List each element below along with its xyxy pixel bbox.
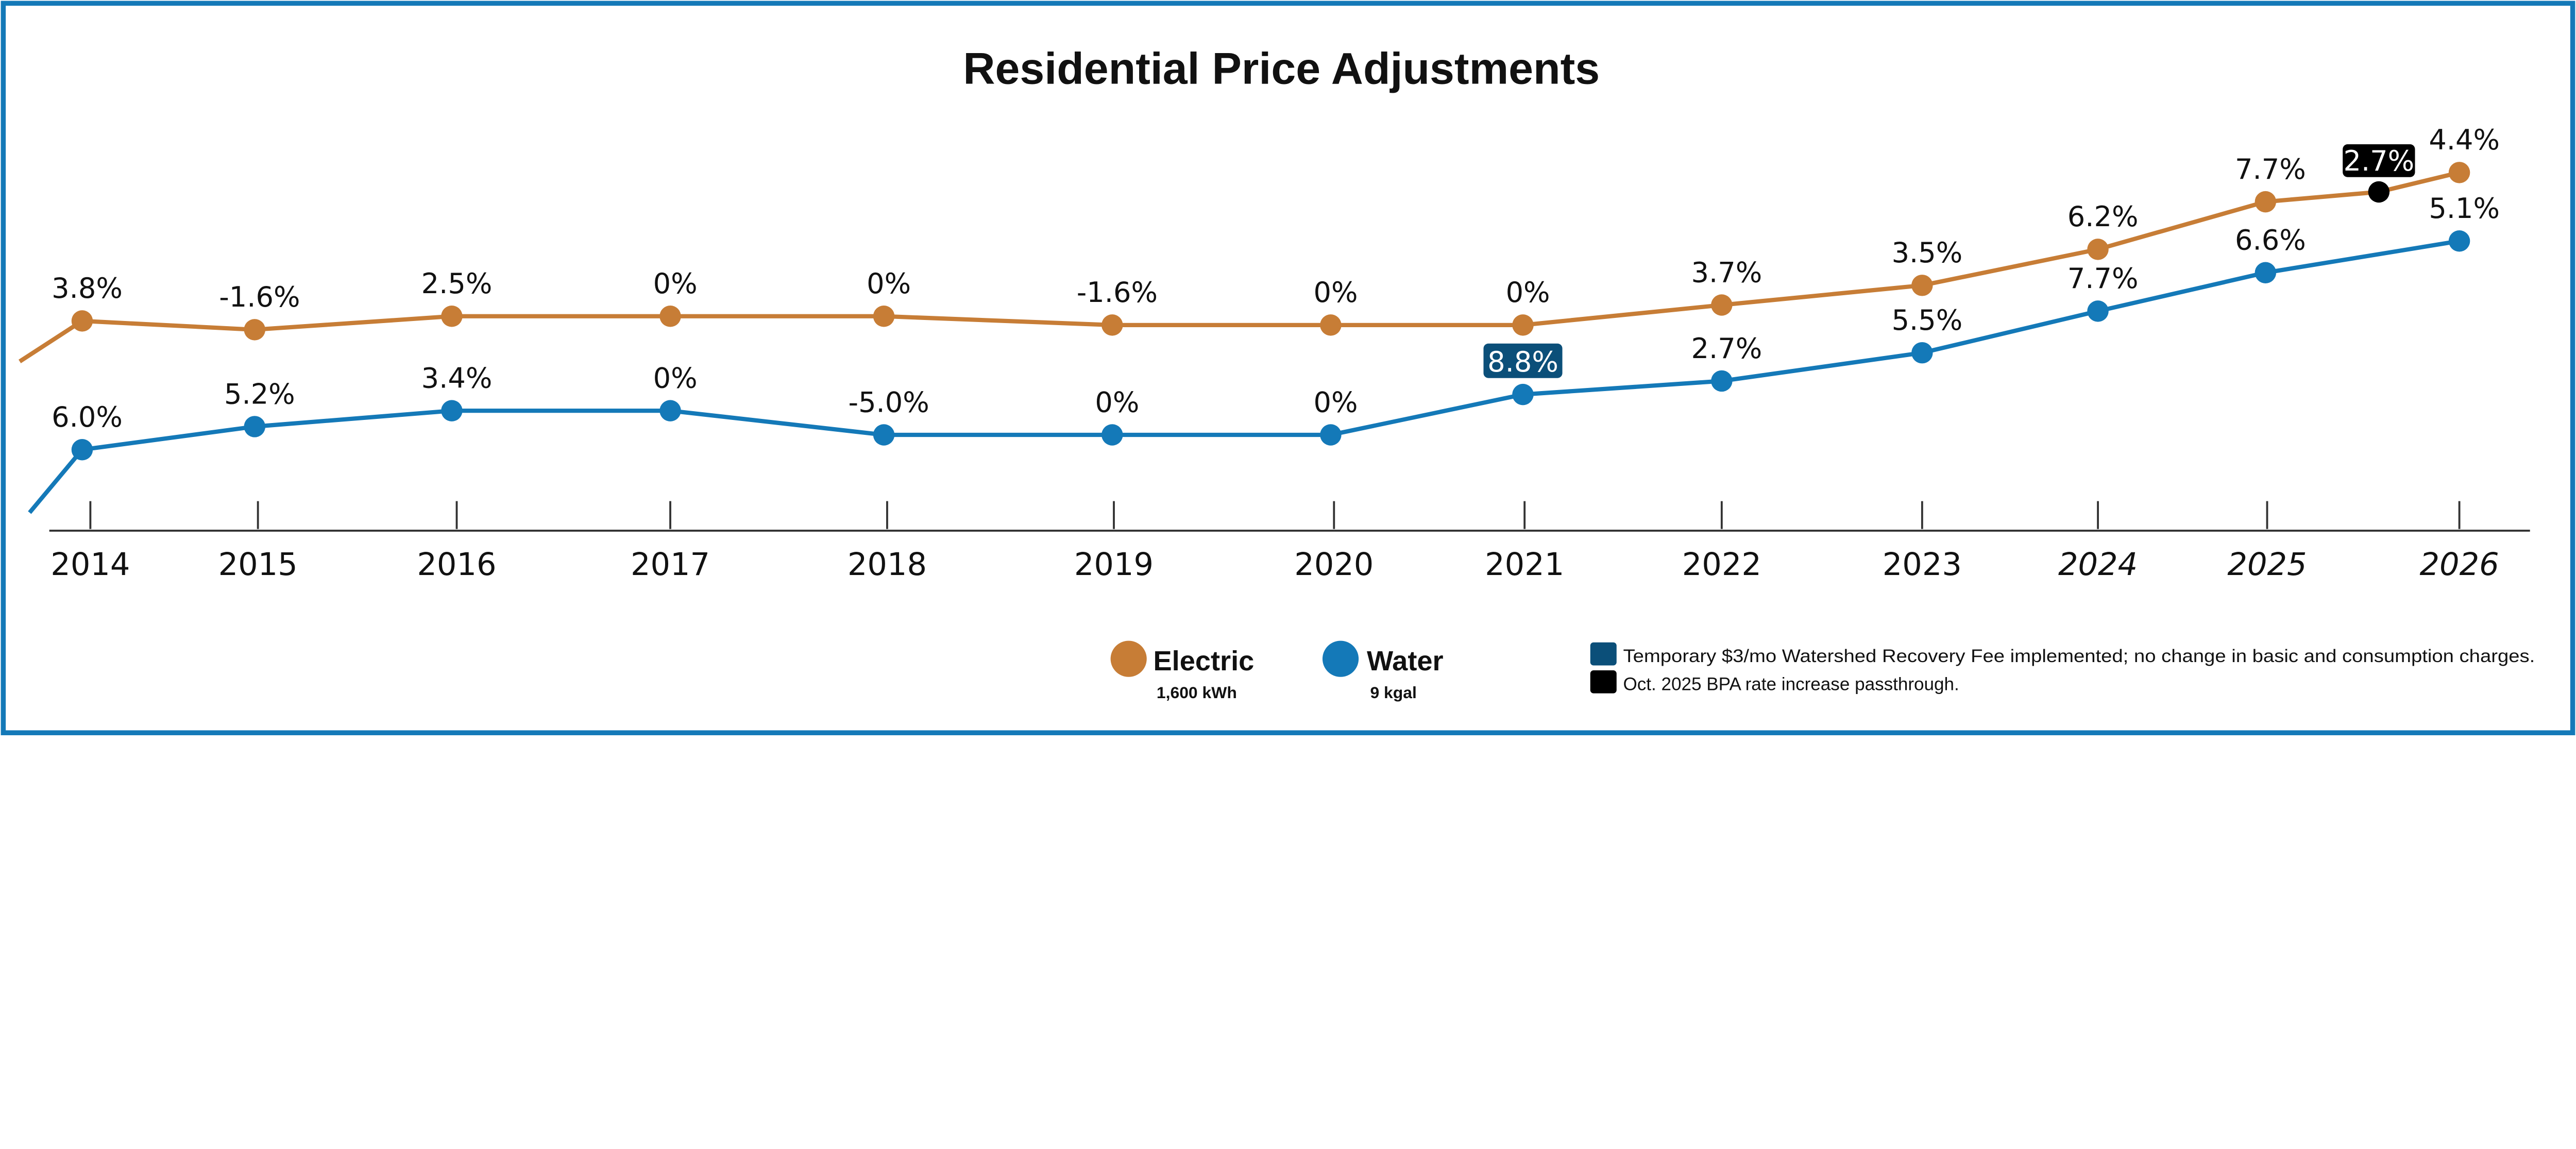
electric-data-label-2017: 0% <box>653 267 698 300</box>
water-point-2021 <box>1512 383 1534 405</box>
water-point-2016 <box>441 400 463 421</box>
electric-point-2015 <box>244 319 265 341</box>
water-point-2017 <box>659 400 681 421</box>
legend-watershed-fee-swatch <box>1590 642 1617 666</box>
electric-data-label-2020: 0% <box>1313 276 1358 309</box>
legend-electric-label: Electric <box>1154 646 1255 677</box>
water-data-label-2020: 0% <box>1313 386 1358 418</box>
legend-watershed-fee-note: Temporary $3/mo Watershed Recovery Fee i… <box>1623 646 2535 666</box>
chart-title: Residential Price Adjustments <box>963 44 1600 94</box>
chart-panel: Residential Price Adjustments 2014 2015 20… <box>1 1 2575 735</box>
water-data-label-2019: 0% <box>1095 386 1139 418</box>
water-data-label-2022: 2.7% <box>1691 332 1762 365</box>
electric-data-label-2021: 0% <box>1506 276 1550 309</box>
electric-data-label-2023: 3.5% <box>1892 236 1963 269</box>
bpa-passthrough-point <box>2368 181 2390 203</box>
legend-electric-unit: 1,600 kWh <box>1157 683 1237 702</box>
electric-point-2017 <box>659 306 681 327</box>
electric-point-2024 <box>2087 239 2109 260</box>
x-tick-label-2025: 2025 <box>2227 547 2307 583</box>
water-data-label-2024: 7.7% <box>2067 262 2139 295</box>
legend-bpa-swatch <box>1590 670 1617 694</box>
electric-data-label-2019: -1.6% <box>1077 276 1158 309</box>
annotation-badge-2021 <box>1483 343 1563 378</box>
water-line <box>28 239 2460 514</box>
legend-bpa-note: Oct. 2025 BPA rate increase passthrough. <box>1623 674 1959 694</box>
x-tick-label-2017: 2017 <box>631 547 710 583</box>
electric-data-label-2025: 7.7% <box>2235 153 2306 185</box>
electric-point-2023 <box>1911 275 1933 296</box>
water-data-label-2018: -5.0% <box>849 386 929 418</box>
price-adjustments-chart: Residential Price Adjustments 2014 2015 20… <box>1 1 2575 735</box>
water-point-2015 <box>244 416 265 437</box>
electric-point-2020 <box>1320 314 1342 336</box>
electric-point-2021 <box>1512 314 1534 336</box>
x-tick-label-2026: 2026 <box>2419 547 2499 583</box>
x-tick-label-2022: 2022 <box>1682 547 1761 583</box>
electric-data-label-2024: 6.2% <box>2067 200 2139 233</box>
water-point-2014 <box>71 439 93 461</box>
x-tick-label-2016: 2016 <box>417 547 496 583</box>
electric-point-2022 <box>1711 294 1733 316</box>
water-point-2025 <box>2255 262 2277 283</box>
frame-border <box>1 1 2575 735</box>
electric-data-label-2026: 4.4% <box>2429 124 2500 156</box>
x-tick-label-2014: 2014 <box>50 547 130 583</box>
x-tick-label-2019: 2019 <box>1074 547 1154 583</box>
water-point-2024 <box>2087 300 2109 322</box>
water-point-2019 <box>1101 424 1123 446</box>
x-tick-label-2023: 2023 <box>1883 547 1962 583</box>
legend-water-unit: 9 kgal <box>1370 683 1416 702</box>
bpa-annotation-label: 2.7% <box>2343 145 2414 177</box>
x-tick-label-2015: 2015 <box>218 547 298 583</box>
electric-point-2018 <box>873 306 895 327</box>
x-tick-label-2018: 2018 <box>848 547 927 583</box>
electric-data-label-2018: 0% <box>867 267 911 300</box>
legend-water-label: Water <box>1367 646 1444 677</box>
water-data-label-2016: 3.4% <box>421 362 493 394</box>
electric-point-2025 <box>2255 191 2277 213</box>
electric-data-label-2014: 3.8% <box>52 272 123 305</box>
electric-data-label-2022: 3.7% <box>1691 256 1762 289</box>
electric-data-label-2016: 2.5% <box>421 267 493 300</box>
x-tick-label-2020: 2020 <box>1294 547 1374 583</box>
electric-data-label-2015: -1.6% <box>219 281 300 313</box>
water-point-2018 <box>873 424 895 446</box>
water-data-label-2014: 6.0% <box>52 401 123 433</box>
bpa-annotation-badge <box>2343 144 2415 177</box>
legend-electric-marker <box>1110 640 1147 677</box>
x-tick-label-2024: 2024 <box>2058 547 2138 583</box>
water-data-label-2017: 0% <box>653 362 698 394</box>
legend-water-marker <box>1322 640 1359 677</box>
legend: Electric 1,600 kWh Water 9 kgal Temporar… <box>1110 640 2535 702</box>
annotation-label: 8.8% <box>1487 346 1558 378</box>
water-data-label-2026: 5.1% <box>2429 192 2500 225</box>
water-point-2020 <box>1320 424 1342 446</box>
water-point-2026 <box>2448 230 2470 252</box>
water-data-label-2023: 5.5% <box>1892 304 1963 336</box>
electric-point-2014 <box>71 310 93 332</box>
water-point-2023 <box>1911 342 1933 364</box>
electric-point-2019 <box>1101 314 1123 336</box>
water-point-2022 <box>1711 370 1733 392</box>
x-tick-label-2021: 2021 <box>1485 547 1564 583</box>
electric-point-2016 <box>441 306 463 327</box>
water-data-label-2015: 5.2% <box>224 378 295 410</box>
water-data-label-2025: 6.6% <box>2235 224 2306 257</box>
electric-point-2026 <box>2448 162 2470 183</box>
